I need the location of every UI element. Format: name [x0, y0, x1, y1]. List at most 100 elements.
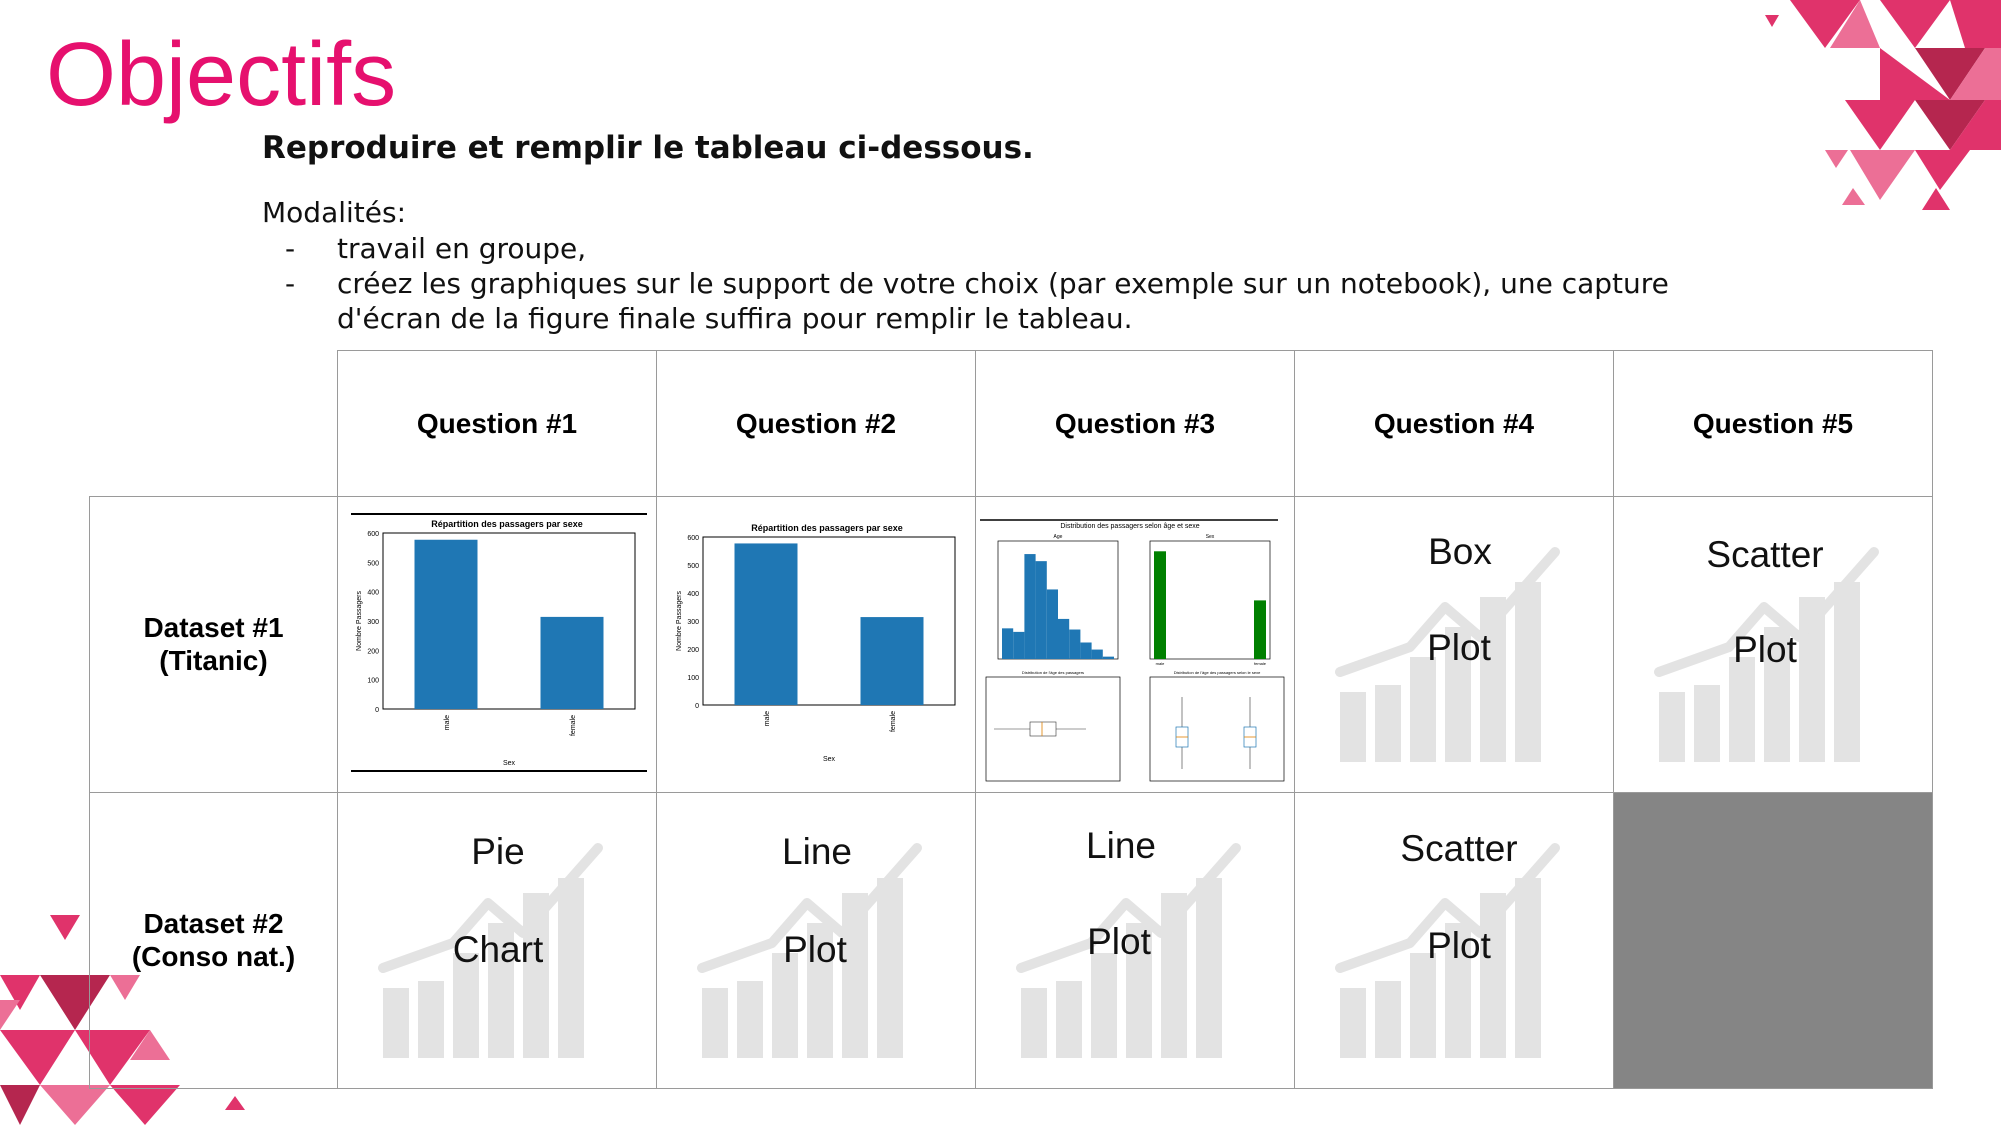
placeholder-bar: [877, 878, 903, 1058]
sex-bar-frame: [1149, 540, 1271, 660]
y-axis-label: Nombre Passagers: [676, 591, 683, 651]
cell-dataset1-question4: Box Plot: [1294, 496, 1614, 793]
placeholder-trend-line: [1654, 547, 1879, 677]
placeholder-bar: [1834, 582, 1860, 762]
decorative-triangle: [1922, 188, 1950, 210]
y-axis-label: Nombre Passagers: [356, 591, 363, 651]
header-question-5: Question #5: [1613, 350, 1933, 497]
placeholder-bar: [702, 988, 728, 1058]
decorative-triangle: [0, 1000, 20, 1030]
placeholder-bar: [558, 878, 584, 1058]
chart-placeholder-icon: [1016, 843, 1241, 1058]
header-question-1: Question #1: [337, 350, 657, 497]
bar: [540, 616, 604, 709]
decorative-triangle: [1830, 0, 1880, 48]
decorative-triangle: [40, 1085, 110, 1125]
placeholder-bar: [1694, 685, 1720, 762]
histogram-bar: [1058, 618, 1070, 659]
histogram-bar: [1102, 656, 1114, 659]
boxplot-title: Distribution de l'âge des passagers: [1022, 670, 1084, 675]
placeholder-bar: [807, 923, 833, 1058]
boxplot-frame: [985, 676, 1121, 782]
placeholder-bar: [1196, 878, 1222, 1058]
page-title: Objectifs: [46, 25, 397, 125]
cell-text-line-1: Line: [782, 831, 852, 872]
bar: [734, 543, 798, 705]
placeholder-bar: [1021, 988, 1047, 1058]
instructions-heading: Reproduire et remplir le tableau ci-dess…: [262, 130, 1034, 166]
decorative-triangle: [0, 1030, 75, 1085]
decorative-triangle: [50, 915, 80, 940]
y-tick-label: 300: [367, 619, 379, 626]
thumbnail-axes-frame: [382, 532, 636, 710]
histogram-bar: [1091, 649, 1103, 659]
row-label-line-2: (Conso nat.): [131, 940, 296, 972]
histogram-bar: [1046, 589, 1058, 659]
placeholder-trend-line: [1335, 547, 1560, 677]
cell-dataset1-question5: Scatter Plot: [1613, 496, 1933, 793]
x-tick-label: female: [570, 715, 577, 736]
thumbnail-axes-frame: [702, 536, 956, 706]
decorative-triangle: [0, 1085, 40, 1125]
row-label-line-1: Dataset #1: [143, 612, 284, 644]
placeholder-trend-line: [1016, 843, 1241, 973]
chart-placeholder-icon: [378, 843, 603, 1058]
y-tick-label: 500: [687, 563, 699, 570]
y-tick-label: 200: [687, 647, 699, 654]
y-tick-label: 600: [687, 535, 699, 542]
cell-text-line-1: Pie: [471, 831, 525, 872]
decorative-triangle: [1880, 0, 1950, 48]
histogram-bar: [1080, 642, 1092, 659]
placeholder-bar: [1445, 923, 1471, 1058]
thumbnail-title: Répartition des passagers par sexe: [751, 523, 903, 533]
decorative-triangle: [1845, 100, 1915, 150]
cell-dataset1-question1: Répartition des passagers par sexe 0 100 20…: [337, 496, 657, 793]
decorative-triangle: [1915, 150, 1970, 190]
cell-dataset2-question3: Line Plot: [975, 792, 1295, 1089]
placeholder-bar: [1659, 692, 1685, 762]
x-axis-label: Sex: [823, 756, 836, 763]
placeholder-bar: [1375, 981, 1401, 1058]
histogram-title: Age: [1054, 534, 1063, 540]
header-question-3: Question #3: [975, 350, 1295, 497]
modalites-label: Modalités:: [262, 196, 407, 229]
sex-bar-label: male: [1156, 661, 1165, 666]
y-tick-label: 300: [687, 619, 699, 626]
cell-text-line-2: Plot: [783, 929, 847, 970]
y-tick-label: 600: [367, 531, 379, 538]
histogram-bar: [1013, 631, 1025, 659]
decorative-triangle: [1950, 100, 2001, 150]
placeholder-trend-line: [1335, 843, 1560, 973]
multi-chart-thumbnail-q3: Distribution des passagers selon âge et …: [980, 519, 1292, 787]
sex-bar: [1254, 600, 1266, 659]
placeholder-bar: [1340, 692, 1366, 762]
decorative-triangle: [1842, 188, 1865, 205]
boxplot-by-sex-title: Distribution de l'âge des passagers selo…: [1174, 670, 1261, 675]
bullet-item-2: créez les graphiques sur le support de v…: [337, 267, 1669, 300]
histogram-bar: [1035, 561, 1047, 659]
decorative-triangle: [225, 1096, 245, 1110]
bullet-marker: -: [285, 232, 296, 265]
placeholder-bar: [1729, 657, 1755, 762]
thumbnail-title: Distribution des passagers selon âge et …: [1060, 523, 1199, 530]
decorative-triangle: [1915, 48, 1985, 100]
decorative-triangle: [1915, 100, 1985, 150]
cell-dataset2-question5-empty: [1613, 792, 1933, 1089]
chart-placeholder-icon: [1335, 547, 1560, 762]
cell-dataset1-question2: Répartition des passagers par sexe 0 100 20…: [656, 496, 976, 793]
placeholder-bar: [383, 988, 409, 1058]
header-question-4: Question #4: [1294, 350, 1614, 497]
histogram-bar: [1024, 554, 1036, 659]
sex-bar: [1154, 551, 1166, 659]
y-tick-label: 100: [687, 675, 699, 682]
cell-text-line-2: Plot: [1733, 629, 1797, 670]
decorative-triangle: [1850, 150, 1915, 200]
chart-placeholder-icon: [697, 843, 922, 1058]
placeholder-bar: [737, 981, 763, 1058]
placeholder-bar: [1056, 981, 1082, 1058]
cell-dataset2-question2: Line Plot: [656, 792, 976, 1089]
decorative-triangle: [1825, 150, 1848, 168]
row-label-line-1: Dataset #2: [143, 908, 284, 940]
cell-text-line-1: Box: [1428, 531, 1492, 572]
y-tick-label: 0: [695, 703, 699, 710]
